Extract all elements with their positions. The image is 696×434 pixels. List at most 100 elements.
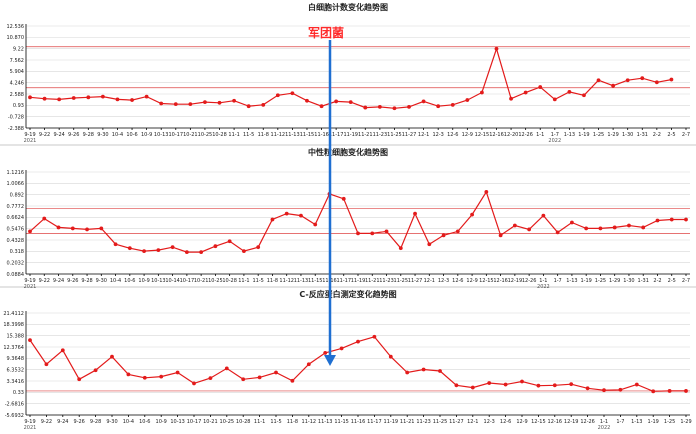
y-tick-label: 0.2032: [7, 260, 25, 266]
x-tick-label: 2-5: [668, 278, 676, 284]
data-point: [274, 370, 278, 375]
data-point: [70, 226, 75, 231]
data-point: [618, 387, 623, 392]
data-point: [523, 90, 528, 95]
data-point: [512, 223, 517, 228]
x-tick-label: 9-22: [39, 132, 50, 138]
x-tick-label: 2-5: [667, 132, 675, 138]
chart-title-neutrophil: 中性粒细胞变化趋势图: [308, 147, 388, 157]
x-tick-label: 9-26: [74, 419, 85, 425]
data-point: [306, 362, 311, 367]
data-point: [42, 216, 47, 221]
data-point: [299, 213, 303, 218]
data-point: [427, 242, 432, 247]
x-tick-label: 11-23: [379, 278, 394, 284]
data-point: [348, 100, 353, 105]
x-tick-label: 12-3: [484, 419, 495, 425]
data-point: [224, 366, 229, 371]
x-tick-label: 11-27: [408, 278, 423, 284]
data-point: [175, 370, 180, 375]
x-tick-label: 11-12: [279, 278, 294, 284]
x-tick-label: 11-27: [402, 132, 417, 138]
data-point: [57, 97, 62, 102]
data-point: [509, 96, 513, 101]
data-point: [356, 339, 360, 344]
data-point: [494, 46, 499, 51]
x-tick-label: 1-25: [595, 278, 606, 284]
data-point: [110, 354, 114, 359]
data-point: [93, 368, 98, 373]
data-point: [567, 89, 572, 94]
x-tick-label: 11-21: [400, 419, 415, 425]
x-tick-label: 10-13: [170, 419, 185, 425]
data-point: [625, 78, 630, 83]
x-tick-label: 9-19: [24, 132, 35, 138]
x-tick-label: 11-25: [394, 278, 409, 284]
data-point: [465, 98, 470, 102]
data-point: [144, 94, 149, 99]
x-tick-label: 10-28: [222, 278, 237, 284]
data-point: [584, 226, 589, 231]
x-tick-label: 1-1: [600, 419, 608, 425]
x-tick-label: 1-19: [578, 132, 589, 138]
data-point: [569, 382, 574, 387]
data-point: [28, 229, 32, 234]
data-point: [192, 381, 196, 386]
year-label: 2021: [24, 425, 37, 431]
data-point: [42, 96, 47, 101]
x-tick-label: 11-15: [334, 419, 349, 425]
data-point: [85, 227, 89, 232]
data-point: [115, 97, 120, 102]
data-point: [170, 245, 175, 250]
data-point: [538, 85, 543, 89]
x-tick-label: 9-24: [53, 132, 64, 138]
data-point: [441, 233, 446, 238]
y-tick-label: 0.5476: [7, 226, 25, 232]
x-tick-label: 9-26: [68, 132, 79, 138]
x-tick-label: 9-28: [81, 278, 92, 284]
y-tick-label: 12.536: [7, 24, 25, 30]
y-tick-label: -5.6932: [5, 413, 24, 419]
data-point: [480, 90, 484, 95]
data-point: [99, 226, 104, 231]
y-tick-label: 4.246: [10, 80, 24, 86]
data-point: [570, 220, 574, 225]
x-tick-label: 12-9: [462, 132, 473, 138]
y-tick-label: 0.6624: [7, 215, 25, 221]
x-tick-label: 11-1: [254, 419, 265, 425]
data-point: [356, 231, 360, 236]
data-point: [640, 76, 645, 81]
data-point: [370, 231, 375, 236]
y-tick-label: 1.1216: [7, 170, 25, 176]
data-point: [28, 338, 32, 343]
data-point: [669, 77, 674, 82]
data-point: [585, 386, 590, 391]
data-point: [184, 250, 189, 255]
data-point: [667, 389, 672, 393]
data-point: [498, 233, 503, 238]
data-point: [188, 102, 193, 107]
x-tick-label: 11-15: [308, 278, 323, 284]
x-tick-label: 12-9: [466, 278, 477, 284]
x-tick-label: 9-19: [24, 278, 35, 284]
y-tick-label: 0.33: [13, 390, 24, 396]
data-point: [227, 239, 232, 244]
data-point: [284, 211, 289, 216]
x-tick-label: 1-29: [607, 132, 618, 138]
data-point: [232, 98, 236, 103]
x-tick-label: 10-4: [112, 132, 123, 138]
x-tick-label: 1-1: [536, 132, 544, 138]
data-point: [242, 249, 246, 254]
x-tick-label: 10-6: [124, 278, 135, 284]
x-tick-label: 11-17: [367, 419, 382, 425]
data-point: [684, 217, 688, 222]
series-line: [29, 46, 672, 109]
x-tick-label: 12-15: [475, 132, 490, 138]
data-point: [56, 225, 61, 230]
x-tick-label: 10-28: [212, 132, 227, 138]
data-point: [113, 242, 118, 247]
data-point: [450, 102, 455, 107]
x-tick-label: 1-25: [664, 419, 675, 425]
